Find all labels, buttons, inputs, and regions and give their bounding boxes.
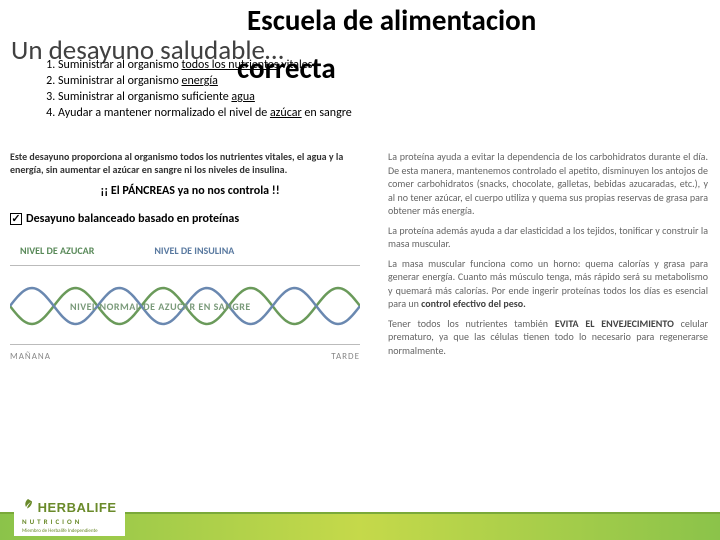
footer: HERBALIFE NUTRICION Miembro de Herbalife…	[0, 486, 720, 540]
time-morning: MAÑANA	[10, 351, 51, 362]
left-column: Este desayuno proporciona al organismo t…	[10, 150, 370, 384]
checkbox-line: ✓ Desayuno balanceado basado en proteínas	[10, 212, 370, 226]
leaf-icon	[22, 498, 34, 510]
normal-level-label: NIVEL NORMAL DE AZUCAR EN SANGRE	[70, 300, 251, 313]
benefits-list: Suministrar al organismo todos los nutri…	[40, 58, 352, 122]
wave-box: NIVEL NORMAL DE AZUCAR EN SANGRE	[10, 265, 360, 345]
checkbox-icon: ✓	[10, 213, 22, 225]
logo-line1: HERBALIFE	[38, 500, 117, 515]
blood-sugar-chart: NIVEL DE AZUCAR NIVEL DE INSULINA NIVEL …	[10, 244, 370, 384]
right-column: La proteína ayuda a evitar la dependenci…	[388, 150, 708, 384]
label-azucar: NIVEL DE AZUCAR	[20, 244, 94, 257]
intro-text: Este desayuno proporciona al organismo t…	[10, 150, 370, 176]
logo-line2: NUTRICION	[22, 517, 117, 526]
logo-disclaimer: Miembro de Herbalife Independiente	[22, 528, 117, 534]
list-item: Ayudar a mantener normalizado el nivel d…	[58, 106, 352, 120]
title-main: Escuela de alimentacion	[247, 2, 536, 38]
right-p1: La proteína ayuda a evitar la dependenci…	[388, 150, 708, 218]
checkbox-label: Desayuno balanceado basado en proteínas	[26, 212, 239, 226]
time-afternoon: TARDE	[331, 351, 360, 362]
label-insulina: NIVEL DE INSULINA	[154, 244, 234, 257]
right-p3: La masa muscular funciona como un horno:…	[388, 257, 708, 311]
list-item: Suministrar al organismo energía	[58, 74, 352, 88]
right-p2: La proteína además ayuda a dar elasticid…	[388, 224, 708, 251]
pancreas-callout: ¡¡ El PÁNCREAS ya no nos controla !!	[10, 184, 370, 198]
list-item: Suministrar al organismo todos los nutri…	[58, 58, 352, 72]
list-item: Suministrar al organismo suficiente agua	[58, 90, 352, 104]
right-p4: Tener todos los nutrientes también EVITA…	[388, 317, 708, 358]
logo-block: HERBALIFE NUTRICION Miembro de Herbalife…	[14, 494, 125, 536]
